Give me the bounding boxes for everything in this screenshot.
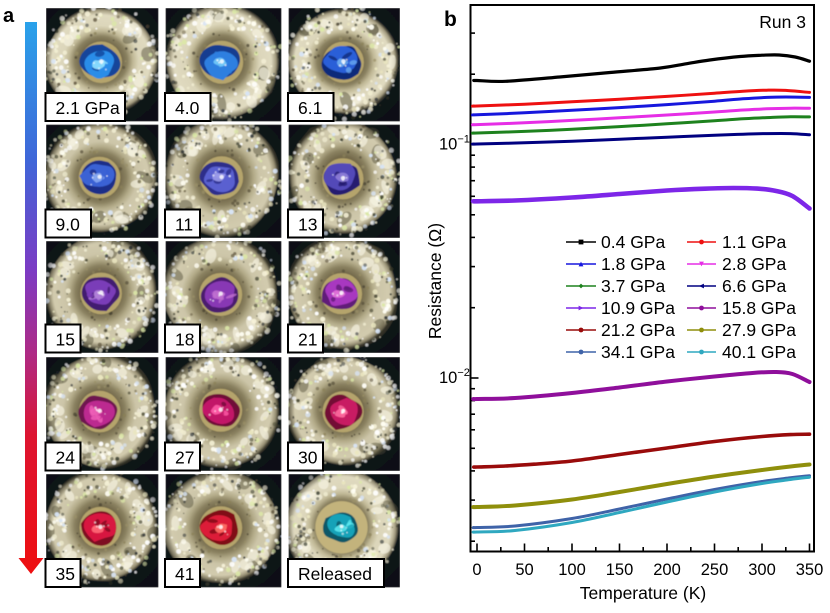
svg-text:50: 50 (515, 561, 533, 579)
svg-text:15.8 GPa: 15.8 GPa (722, 298, 796, 318)
svg-text:b: b (444, 8, 457, 31)
svg-text:Run 3: Run 3 (759, 12, 806, 32)
svg-text:18: 18 (175, 330, 194, 350)
svg-text:9.0: 9.0 (56, 215, 81, 235)
svg-text:Temperature (K): Temperature (K) (580, 583, 706, 603)
svg-text:150: 150 (606, 561, 634, 579)
svg-text:35: 35 (56, 564, 75, 584)
svg-text:Released: Released (298, 564, 372, 584)
svg-text:0: 0 (472, 561, 481, 579)
svg-text:1.8 GPa: 1.8 GPa (601, 254, 665, 274)
svg-text:27: 27 (175, 448, 194, 468)
svg-text:10.9 GPa: 10.9 GPa (601, 298, 675, 318)
svg-text:41: 41 (175, 564, 194, 584)
svg-text:21.2 GPa: 21.2 GPa (601, 320, 675, 340)
svg-text:40.1 GPa: 40.1 GPa (722, 342, 796, 362)
svg-text:Resistance (Ω): Resistance (Ω) (425, 223, 445, 339)
svg-text:24: 24 (56, 448, 76, 468)
svg-text:13: 13 (298, 215, 317, 235)
svg-text:300: 300 (748, 561, 776, 579)
svg-text:250: 250 (701, 561, 729, 579)
svg-text:6.6 GPa: 6.6 GPa (722, 276, 786, 296)
svg-text:100: 100 (558, 561, 586, 579)
svg-text:4.0: 4.0 (175, 98, 200, 118)
svg-text:27.9 GPa: 27.9 GPa (722, 320, 796, 340)
svg-text:15: 15 (56, 330, 75, 350)
svg-text:2.8 GPa: 2.8 GPa (722, 254, 786, 274)
svg-text:11: 11 (175, 215, 193, 235)
svg-text:350: 350 (796, 561, 824, 579)
svg-text:21: 21 (298, 330, 317, 350)
svg-text:30: 30 (298, 448, 318, 468)
svg-text:2.1 GPa: 2.1 GPa (56, 98, 120, 118)
svg-text:6.1: 6.1 (298, 98, 322, 118)
svg-text:a: a (3, 5, 15, 27)
svg-text:1.1 GPa: 1.1 GPa (722, 232, 786, 252)
svg-text:3.7 GPa: 3.7 GPa (601, 276, 665, 296)
svg-text:34.1 GPa: 34.1 GPa (601, 342, 675, 362)
svg-text:0.4 GPa: 0.4 GPa (601, 232, 665, 252)
svg-text:200: 200 (653, 561, 681, 579)
